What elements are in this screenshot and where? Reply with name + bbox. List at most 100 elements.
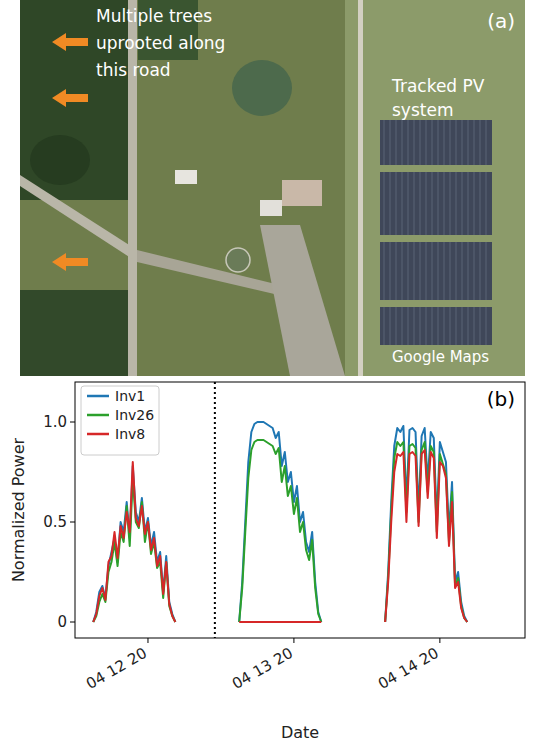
pv-row <box>420 172 421 235</box>
x-tick <box>147 638 148 643</box>
pv-row <box>438 172 439 235</box>
panel-b: 00.51.004 12 2004 13 2004 14 20Inv1Inv26… <box>9 382 525 742</box>
plot-frame <box>75 382 525 638</box>
legend-label: Inv26 <box>115 407 154 423</box>
pv-row <box>396 307 397 345</box>
track <box>358 0 363 376</box>
pv-row <box>450 307 451 345</box>
pv-row <box>426 307 427 345</box>
pv-row <box>414 120 415 165</box>
pv-row <box>438 242 439 300</box>
pv-row <box>384 120 385 165</box>
pv-row <box>390 242 391 300</box>
legend-swatch <box>87 395 109 398</box>
pv-row <box>384 172 385 235</box>
legend-label: Inv1 <box>115 388 145 404</box>
y-tick-label: 1.0 <box>43 413 67 431</box>
building <box>260 200 282 216</box>
trees <box>20 0 128 200</box>
series-line <box>93 440 467 622</box>
pv-row <box>456 172 457 235</box>
building <box>282 180 322 206</box>
pv-row <box>462 242 463 300</box>
pv-row <box>468 307 469 345</box>
panel-label: (a) <box>487 9 515 33</box>
pv-row <box>402 172 403 235</box>
pv-row <box>438 120 439 165</box>
pv-row <box>444 242 445 300</box>
pv-row <box>408 242 409 300</box>
arrow <box>52 253 88 271</box>
pv-row <box>456 307 457 345</box>
y-tick <box>70 422 75 423</box>
pv-row <box>408 120 409 165</box>
pv-row <box>432 120 433 165</box>
pv-row <box>390 172 391 235</box>
pv-row <box>474 120 475 165</box>
figure: Multiple treesuprooted alongthis roadTra… <box>0 0 541 749</box>
pv-row <box>474 242 475 300</box>
road <box>20 175 137 262</box>
pv-row <box>462 120 463 165</box>
pv-row <box>402 242 403 300</box>
pv-row <box>414 307 415 345</box>
trees <box>30 135 90 185</box>
pv-row <box>468 242 469 300</box>
pv-row <box>450 242 451 300</box>
pv-row <box>396 242 397 300</box>
x-tick-label: 04 13 20 <box>229 644 296 693</box>
y-tick-label: 0 <box>57 613 67 631</box>
pv-row <box>486 242 487 300</box>
legend-box <box>81 386 159 455</box>
pv-row <box>456 242 457 300</box>
pv-row <box>480 242 481 300</box>
tank <box>226 248 250 272</box>
trees <box>20 290 128 376</box>
x-axis-title: Date <box>281 723 319 742</box>
data-group <box>93 382 467 638</box>
legend-swatch <box>87 414 109 417</box>
annotation: Multiple treesuprooted alongthis road <box>96 6 225 80</box>
pv-array <box>380 307 492 345</box>
x-tick-label: 04 14 20 <box>375 644 442 693</box>
credit: Google Maps <box>392 348 489 366</box>
legend-label: Inv8 <box>115 426 145 442</box>
map-ground <box>20 0 525 376</box>
y-tick-label: 0.5 <box>43 513 67 531</box>
pv-row <box>438 307 439 345</box>
pv-row <box>396 120 397 165</box>
y-tick <box>70 622 75 623</box>
pv-row <box>480 307 481 345</box>
x-tick <box>439 638 440 643</box>
pv-row <box>426 242 427 300</box>
pv-row <box>444 172 445 235</box>
arrow <box>52 33 88 51</box>
pv-row <box>402 120 403 165</box>
pv-row <box>426 120 427 165</box>
pv-row <box>474 172 475 235</box>
pv-row <box>408 307 409 345</box>
pv-row <box>420 307 421 345</box>
pv-row <box>456 120 457 165</box>
building <box>175 170 197 184</box>
event-line <box>214 382 216 638</box>
pv-row <box>384 242 385 300</box>
pv-row <box>390 120 391 165</box>
pv-row <box>468 120 469 165</box>
pv-row <box>450 172 451 235</box>
pv-row <box>426 172 427 235</box>
pv-row <box>480 120 481 165</box>
pv-row <box>450 120 451 165</box>
pv-row <box>384 307 385 345</box>
pond <box>232 60 292 116</box>
pv-row <box>486 172 487 235</box>
plot-area <box>75 382 525 638</box>
pv-row <box>444 307 445 345</box>
pv-row <box>402 307 403 345</box>
pv-row <box>486 120 487 165</box>
pv-row <box>420 242 421 300</box>
panel-label: (b) <box>487 387 515 411</box>
pv-row <box>474 307 475 345</box>
series-line <box>93 450 467 622</box>
legend-swatch <box>87 433 109 436</box>
